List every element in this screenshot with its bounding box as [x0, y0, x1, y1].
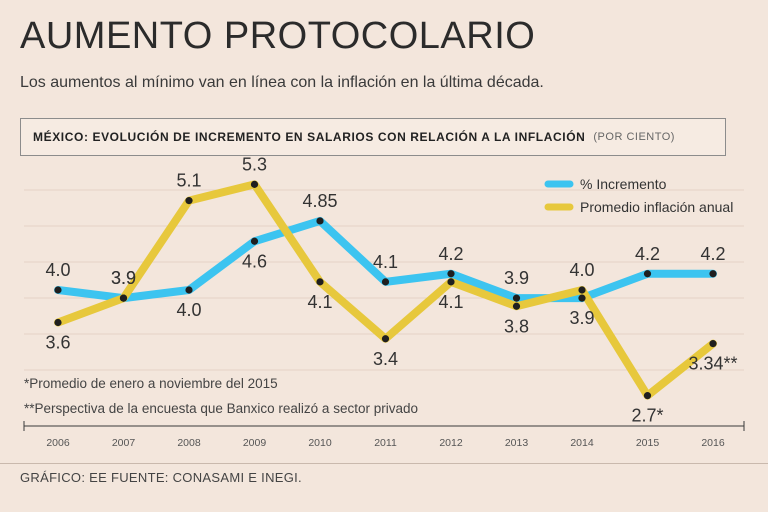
- data-label: 4.1: [373, 252, 398, 272]
- data-point: [250, 237, 259, 245]
- footer-credit: GRÁFICO: EE FUENTE: CONASAMI E INEGI.: [20, 470, 302, 485]
- footnote: *Promedio de enero a noviembre del 2015: [24, 376, 278, 391]
- legend-label: % Incremento: [580, 176, 667, 192]
- chart-header-box: MÉXICO: EVOLUCIÓN DE INCREMENTO EN SALAR…: [20, 118, 726, 156]
- footer-divider: [0, 463, 768, 464]
- x-tick-label: 2007: [112, 437, 136, 449]
- data-label: 4.0: [45, 260, 70, 280]
- x-tick-label: 2006: [46, 437, 70, 449]
- data-label: 3.9: [111, 268, 136, 288]
- data-label: 4.0: [176, 300, 201, 320]
- x-tick-label: 2016: [701, 437, 725, 449]
- data-label: 4.2: [700, 244, 725, 264]
- data-label: 4.1: [438, 292, 463, 312]
- x-tick-label: 2012: [439, 437, 463, 449]
- data-label: 4.0: [569, 260, 594, 280]
- data-label: 3.9: [504, 268, 529, 288]
- data-label: 3.8: [504, 316, 529, 336]
- chart-title: MÉXICO: EVOLUCIÓN DE INCREMENTO EN SALAR…: [33, 130, 586, 144]
- data-label: 5.1: [176, 171, 201, 191]
- x-tick-label: 2009: [243, 437, 267, 449]
- data-point: [512, 302, 521, 310]
- data-point: [381, 278, 390, 286]
- page-title: AUMENTO PROTOCOLARIO: [20, 15, 536, 57]
- data-point: [316, 217, 324, 225]
- data-point: [381, 335, 390, 343]
- data-point: [709, 270, 717, 278]
- data-point: [316, 278, 324, 286]
- data-point: [447, 278, 455, 286]
- x-tick-label: 2013: [505, 437, 529, 449]
- data-label: 4.85: [302, 191, 337, 211]
- data-point: [643, 270, 652, 278]
- x-tick-label: 2014: [570, 437, 594, 449]
- data-point: [54, 286, 62, 294]
- data-point: [54, 318, 62, 327]
- legend-label: Promedio inflación anual: [580, 199, 733, 215]
- data-label: 4.2: [635, 244, 660, 264]
- x-tick-label: 2015: [636, 437, 660, 449]
- data-point: [119, 294, 128, 302]
- data-label: 2.7*: [631, 406, 663, 426]
- data-point: [643, 392, 652, 400]
- data-point: [512, 294, 521, 302]
- data-point: [709, 340, 717, 348]
- data-label: 3.4: [373, 349, 398, 369]
- x-tick-label: 2010: [308, 437, 332, 449]
- data-point: [185, 197, 193, 205]
- page-subtitle: Los aumentos al mínimo van en línea con …: [20, 74, 544, 91]
- data-label: 4.1: [307, 292, 332, 312]
- data-label: 4.6: [242, 251, 267, 271]
- data-point: [447, 270, 455, 278]
- data-point: [578, 294, 586, 302]
- data-label: 3.9: [569, 308, 594, 328]
- data-label: 3.34**: [688, 354, 737, 374]
- data-label: 3.6: [45, 333, 70, 353]
- data-label: 5.3: [242, 154, 267, 174]
- data-label: 3.9: [111, 268, 136, 288]
- footnote: **Perspectiva de la encuesta que Banxico…: [24, 401, 418, 416]
- x-tick-label: 2008: [177, 437, 201, 449]
- x-tick-label: 2011: [374, 437, 397, 449]
- data-point: [185, 286, 193, 294]
- chart-unit: (POR CIENTO): [593, 131, 675, 143]
- data-point: [578, 286, 586, 294]
- data-label: 4.2: [438, 244, 463, 264]
- data-point: [250, 180, 259, 188]
